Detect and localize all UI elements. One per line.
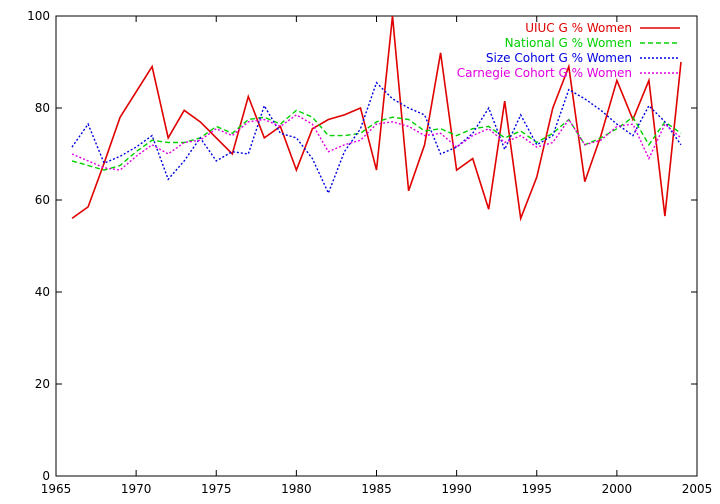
x-tick-label: 1970 xyxy=(121,482,152,496)
x-tick-label: 1990 xyxy=(441,482,472,496)
y-tick-label: 20 xyxy=(35,377,50,391)
y-tick-label: 40 xyxy=(35,285,50,299)
series-line xyxy=(71,81,682,195)
y-tick-label: 80 xyxy=(35,101,50,115)
x-tick-label: 2000 xyxy=(602,482,633,496)
x-tick-label: 1975 xyxy=(201,482,232,496)
y-tick-label: 0 xyxy=(42,469,50,483)
series-line xyxy=(71,15,682,222)
legend-label: UIUC G % Women xyxy=(525,21,632,35)
x-tick-label: 1980 xyxy=(281,482,312,496)
x-tick-label: 1995 xyxy=(521,482,552,496)
y-tick-label: 60 xyxy=(35,193,50,207)
x-tick-label: 1985 xyxy=(361,482,392,496)
axis-ticks: 1965 1970 1975 1980 1985 1990 1995 2000 2005 0 20 4… xyxy=(27,9,712,496)
legend-label: National G % Women xyxy=(505,36,632,50)
series-line xyxy=(71,109,682,171)
series-line xyxy=(71,114,682,171)
x-tick-label: 2005 xyxy=(682,482,713,496)
y-tick-label: 100 xyxy=(27,9,50,23)
x-tick-label: 1965 xyxy=(41,482,72,496)
legend-label: Carnegie Cohort G % Women xyxy=(457,66,632,80)
plot-frame xyxy=(55,15,698,477)
legend-label: Size Cohort G % Women xyxy=(486,51,632,65)
series-lines xyxy=(71,15,682,222)
